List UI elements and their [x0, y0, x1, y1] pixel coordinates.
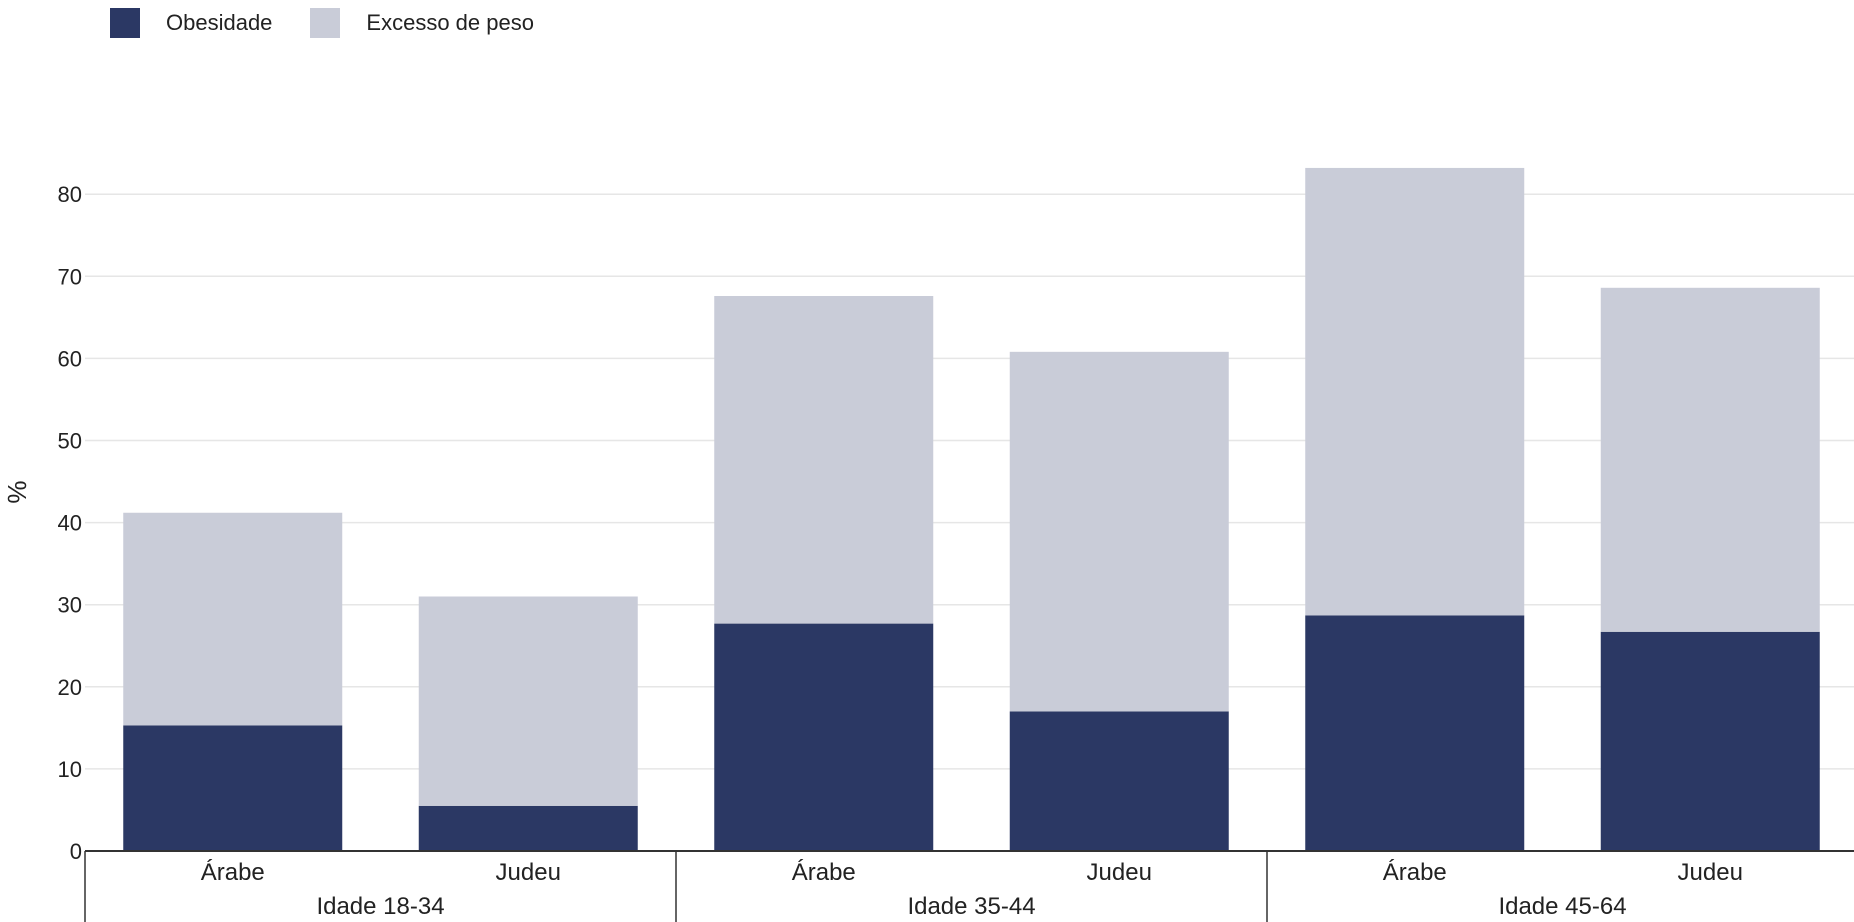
- y-tick-label-0: 0: [70, 839, 82, 864]
- y-tick-label-70: 70: [58, 264, 82, 289]
- y-tick-label-40: 40: [58, 511, 82, 536]
- bar-obesidade-2: [714, 623, 934, 851]
- bar-obesidade-5: [1600, 631, 1820, 851]
- y-tick-label-50: 50: [58, 429, 82, 454]
- legend-label-obesidade: Obesidade: [166, 10, 273, 35]
- bar-excesso-de-peso-2: [714, 296, 934, 624]
- bar-obesidade-0: [123, 725, 343, 851]
- x-tick-label-0: Árabe: [201, 859, 265, 886]
- bar-obesidade-3: [1009, 711, 1229, 851]
- y-axis-label: %: [2, 480, 32, 503]
- x-tick-label-5: Judeu: [1678, 859, 1743, 886]
- legend-item-obesidade: Obesidade: [110, 8, 272, 38]
- x-tick-label-4: Árabe: [1383, 859, 1447, 886]
- bar-excesso-de-peso-4: [1305, 167, 1525, 616]
- bar-excesso-de-peso-5: [1600, 287, 1820, 632]
- x-tick-label-3: Judeu: [1087, 859, 1152, 886]
- x-tick-label-1: Judeu: [496, 859, 561, 886]
- legend-swatch-obesidade: [110, 8, 140, 38]
- x-tick-label-2: Árabe: [792, 859, 856, 886]
- group-label-0: Idade 18-34: [316, 893, 444, 920]
- y-tick-label-80: 80: [58, 182, 82, 207]
- y-tick-label-20: 20: [58, 675, 82, 700]
- group-label-2: Idade 45-64: [1498, 893, 1626, 920]
- y-tick-label-30: 30: [58, 593, 82, 618]
- bar-obesidade-1: [418, 805, 638, 851]
- legend-swatch-excesso-de-peso: [310, 8, 341, 38]
- bar-excesso-de-peso-3: [1009, 351, 1229, 712]
- y-tick-label-60: 60: [58, 346, 82, 371]
- bar-obesidade-4: [1305, 615, 1525, 851]
- group-label-1: Idade 35-44: [907, 893, 1035, 920]
- legend-item-excesso-de-peso: Excesso de peso: [310, 8, 534, 38]
- bar-excesso-de-peso-1: [418, 596, 638, 806]
- legend: Obesidade Excesso de peso: [110, 8, 534, 38]
- bar-excesso-de-peso-0: [123, 512, 343, 726]
- legend-label-excesso-de-peso: Excesso de peso: [366, 10, 534, 35]
- y-tick-label-10: 10: [58, 757, 82, 782]
